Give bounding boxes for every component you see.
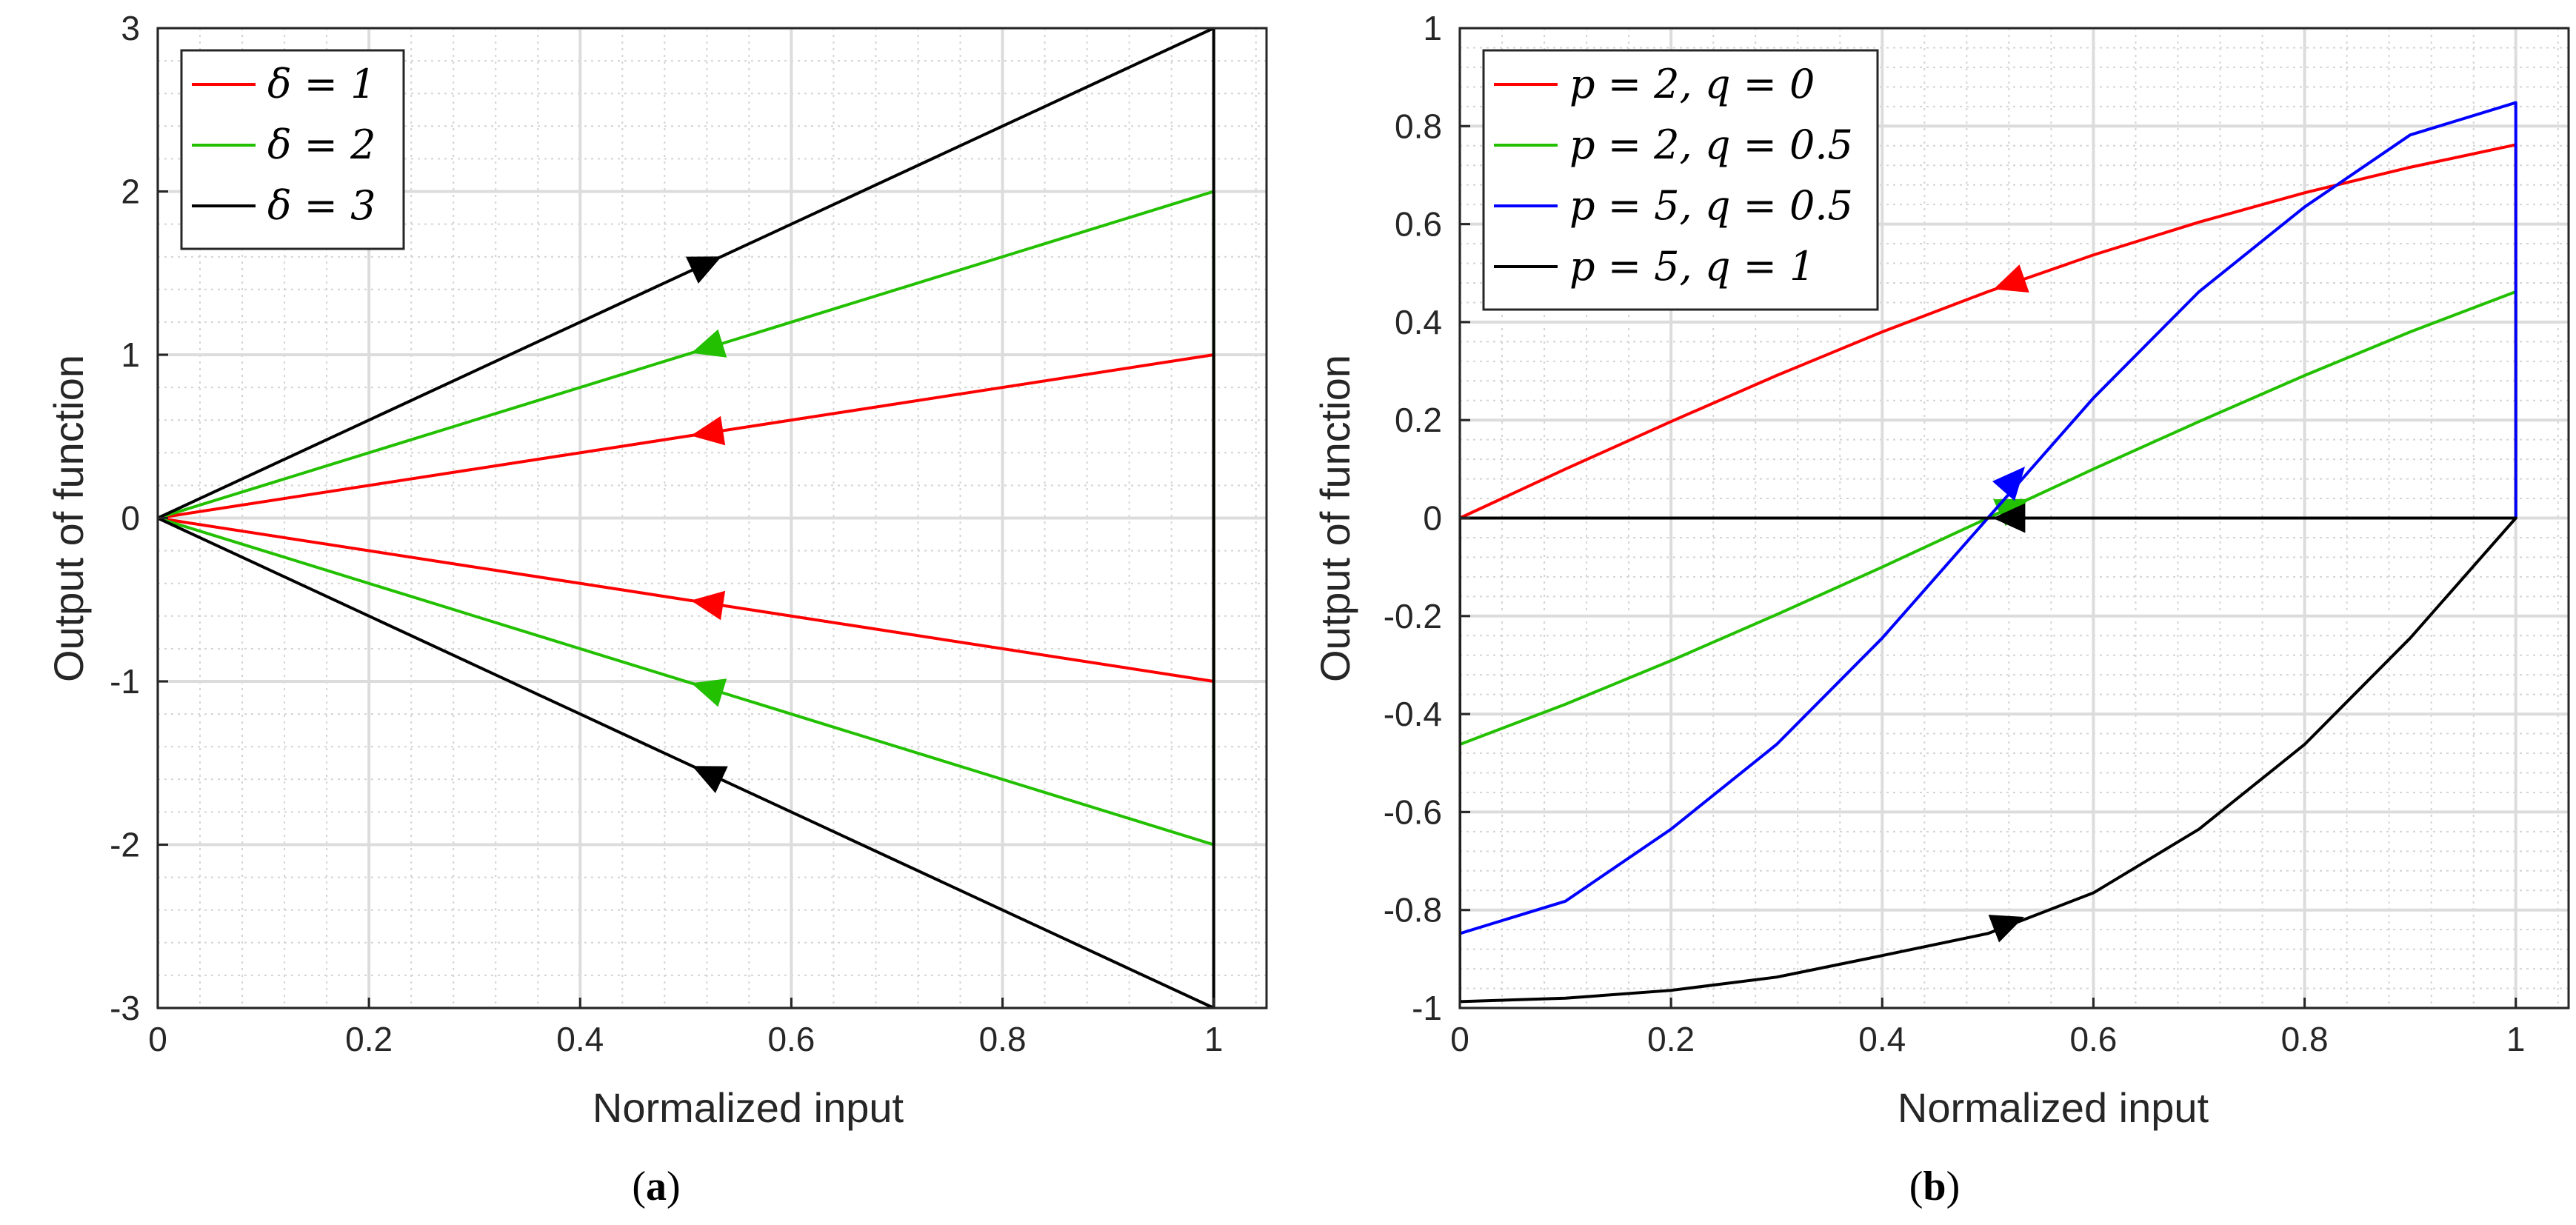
legend-label: p = 2, q = 0 bbox=[1569, 61, 1815, 107]
y-tick-label: -1 bbox=[1412, 989, 1442, 1027]
series-layer bbox=[1460, 101, 2517, 1004]
y-tick-label: 1 bbox=[1423, 9, 1442, 47]
y-tick-label: 0.4 bbox=[1395, 303, 1442, 341]
panel-caption: (b) bbox=[1909, 1164, 1960, 1209]
y-tick-label: 2 bbox=[121, 173, 140, 211]
y-axis-label: Output of function bbox=[45, 355, 92, 682]
series-arrow bbox=[1993, 264, 2029, 293]
y-tick-label: 0.2 bbox=[1395, 401, 1442, 439]
y-tick-label: -0.4 bbox=[1384, 695, 1442, 733]
series-arrow bbox=[691, 329, 727, 358]
y-tick-label: 3 bbox=[121, 9, 140, 47]
legend-label: p = 5, q = 0.5 bbox=[1569, 182, 1853, 229]
x-tick-label: 0.8 bbox=[2281, 1020, 2329, 1058]
chart-panel-b: 0 0.2 0.4 0.6 0.8 1 -1 -0.8 -0.6 -0.4 -0.2 0 0.2 0.4 0… bbox=[1312, 9, 2570, 1209]
tick-labels: 0 0.2 0.4 0.6 0.8 1 -3 -2 -1 0 1 2 3 bbox=[110, 9, 1223, 1058]
x-axis-label: Normalized input bbox=[1898, 1084, 2209, 1131]
series-arrow bbox=[690, 415, 726, 446]
legend: δ = 1 δ = 2 δ = 3 bbox=[180, 49, 405, 250]
series-arrow bbox=[685, 256, 722, 284]
x-tick-label: 0.6 bbox=[767, 1020, 815, 1058]
series-line bbox=[158, 28, 1215, 1008]
x-tick-label: 0 bbox=[148, 1020, 167, 1058]
x-axis-label: Normalized input bbox=[593, 1084, 904, 1131]
series-arrow bbox=[690, 590, 726, 621]
series-arrow bbox=[1992, 503, 2026, 533]
y-tick-label: 0.6 bbox=[1395, 205, 1442, 244]
y-axis-label: Output of function bbox=[1312, 355, 1358, 682]
series-arrow bbox=[692, 766, 728, 793]
x-tick-label: 0.4 bbox=[1858, 1020, 1906, 1058]
x-tick-label: 0.6 bbox=[2069, 1020, 2117, 1058]
y-tick-label: -0.8 bbox=[1384, 891, 1442, 929]
x-tick-label: 0.8 bbox=[979, 1020, 1027, 1058]
x-tick-label: 0 bbox=[1450, 1020, 1469, 1058]
legend-label: p = 2, q = 0.5 bbox=[1569, 121, 1853, 168]
y-tick-label: -3 bbox=[110, 989, 140, 1027]
y-tick-label: -2 bbox=[110, 826, 140, 864]
y-tick-label: 0.8 bbox=[1395, 107, 1442, 145]
y-tick-label: 0 bbox=[121, 499, 140, 538]
x-tick-label: 0.2 bbox=[345, 1020, 393, 1058]
y-tick-label: -1 bbox=[110, 662, 140, 701]
y-tick-label: 0 bbox=[1423, 499, 1442, 538]
panel-caption: (a) bbox=[632, 1164, 680, 1209]
series-arrow bbox=[1988, 915, 2024, 943]
legend-label: p = 5, q = 1 bbox=[1569, 243, 1815, 290]
series-layer bbox=[158, 28, 1215, 1008]
legend-label: δ = 1 bbox=[267, 61, 376, 107]
x-tick-label: 1 bbox=[2506, 1020, 2526, 1058]
series-arrow bbox=[1992, 467, 2026, 501]
y-tick-label: 1 bbox=[121, 336, 140, 374]
chart-panel-a: 0 0.2 0.4 0.6 0.8 1 -3 -2 -1 0 1 2 3 Normalized inpu… bbox=[45, 9, 1268, 1209]
y-tick-label: -0.6 bbox=[1384, 792, 1442, 831]
legend-label: δ = 3 bbox=[267, 182, 376, 229]
tick-labels: 0 0.2 0.4 0.6 0.8 1 -1 -0.8 -0.6 -0.4 -0.2 0 0.2 0.4 0… bbox=[1384, 9, 2526, 1058]
x-tick-label: 0.2 bbox=[1647, 1020, 1695, 1058]
series-line bbox=[1460, 516, 2517, 1004]
x-tick-label: 1 bbox=[1204, 1020, 1224, 1058]
series-arrow bbox=[691, 678, 727, 707]
x-tick-label: 0.4 bbox=[556, 1020, 604, 1058]
legend: p = 2, q = 0 p = 2, q = 0.5 p = 5, q = 0.5… bbox=[1482, 49, 1879, 311]
y-tick-label: -0.2 bbox=[1384, 597, 1442, 635]
legend-label: δ = 2 bbox=[267, 121, 376, 168]
